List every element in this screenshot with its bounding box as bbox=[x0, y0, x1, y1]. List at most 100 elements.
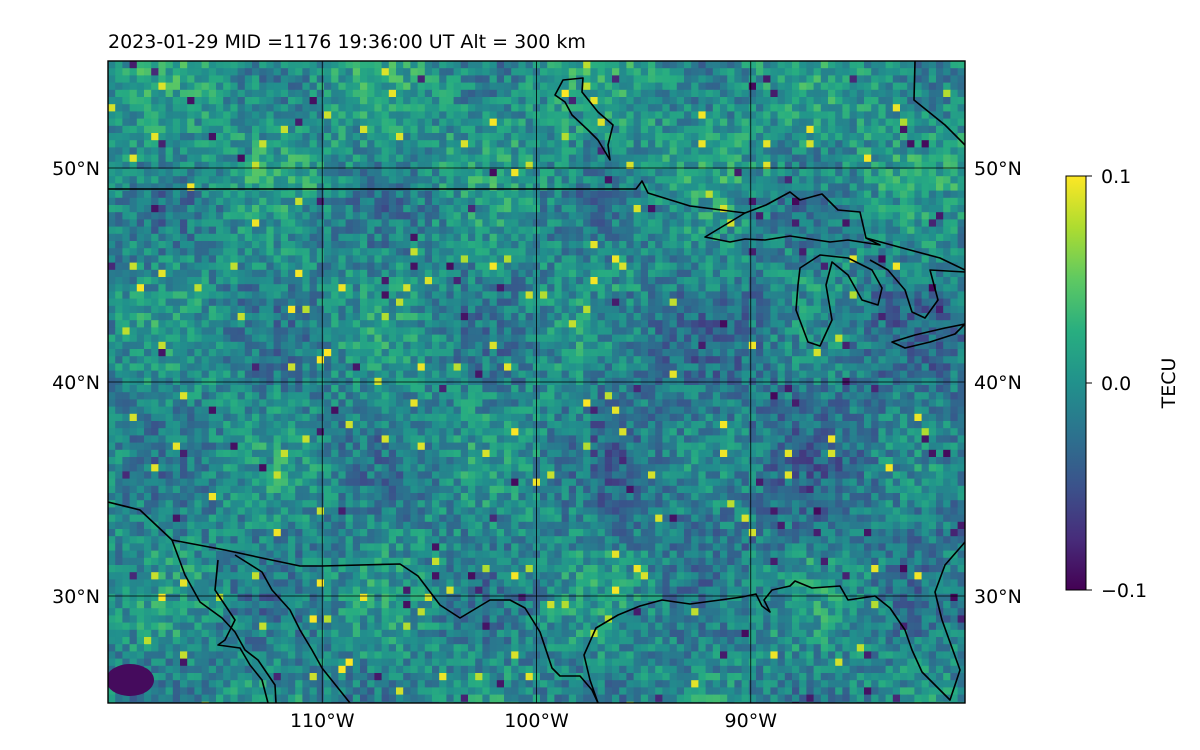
tec-cell bbox=[280, 169, 289, 177]
tec-cell bbox=[950, 248, 959, 256]
tec-cell bbox=[316, 356, 325, 364]
tec-cell bbox=[612, 205, 620, 213]
tec-cell bbox=[964, 305, 965, 314]
tec-cell bbox=[576, 298, 584, 307]
tec-cell bbox=[813, 61, 822, 69]
tec-cell bbox=[180, 97, 188, 105]
tec-cell bbox=[108, 284, 116, 292]
tec-cell bbox=[748, 205, 757, 213]
tec-cell bbox=[835, 320, 843, 328]
tec-cell bbox=[244, 161, 253, 170]
tec-cell bbox=[180, 61, 188, 69]
tec-cell bbox=[684, 269, 692, 278]
tec-cell bbox=[633, 255, 642, 264]
tec-cell bbox=[237, 327, 246, 336]
tec-cell bbox=[835, 190, 843, 199]
tec-cell bbox=[892, 176, 901, 184]
tec-cell bbox=[259, 327, 267, 336]
tec-cell bbox=[331, 277, 339, 285]
tec-cell bbox=[417, 97, 426, 105]
tec-cell bbox=[799, 176, 807, 184]
tec-cell bbox=[648, 205, 656, 213]
tec-cell bbox=[266, 219, 275, 228]
tec-cell bbox=[777, 298, 786, 307]
tec-cell bbox=[252, 291, 260, 300]
tec-cell bbox=[712, 118, 721, 127]
tec-cell bbox=[302, 334, 311, 343]
tec-cell bbox=[871, 205, 879, 213]
tec-cell bbox=[633, 75, 642, 84]
tec-cell bbox=[237, 320, 246, 328]
tec-cell bbox=[763, 334, 771, 343]
tec-cell bbox=[151, 161, 159, 170]
tec-cell bbox=[518, 349, 527, 357]
tec-cell bbox=[201, 190, 210, 199]
tec-cell bbox=[864, 169, 872, 177]
tec-cell bbox=[698, 241, 707, 249]
tec-cell bbox=[180, 190, 188, 199]
tec-cell bbox=[943, 334, 951, 343]
tec-cell bbox=[273, 349, 282, 357]
tec-cell bbox=[583, 140, 591, 148]
tec-cell bbox=[856, 183, 865, 192]
tec-cell bbox=[396, 176, 404, 184]
tec-cell bbox=[252, 197, 260, 206]
tec-cell bbox=[424, 190, 433, 199]
tec-cell bbox=[439, 277, 447, 285]
tec-cell bbox=[928, 176, 937, 184]
tec-cell bbox=[540, 205, 548, 213]
tec-cell bbox=[180, 291, 188, 300]
tec-cell bbox=[928, 305, 937, 314]
tec-cell bbox=[374, 205, 383, 213]
tec-cell bbox=[165, 154, 174, 163]
tec-cell bbox=[792, 233, 800, 242]
tec-cell bbox=[907, 140, 915, 148]
tec-cell bbox=[626, 255, 635, 264]
tec-cell bbox=[900, 125, 908, 134]
tec-cell bbox=[518, 154, 527, 163]
tec-cell bbox=[885, 183, 894, 192]
tec-cell bbox=[612, 190, 620, 199]
tec-cell bbox=[194, 248, 203, 256]
tec-cell bbox=[828, 68, 836, 76]
tec-cell bbox=[525, 169, 534, 177]
tec-cell bbox=[439, 320, 447, 328]
tec-cell bbox=[266, 89, 275, 98]
tec-cell bbox=[842, 197, 851, 206]
tec-cell bbox=[820, 104, 829, 112]
tec-cell bbox=[784, 161, 793, 170]
tec-cell bbox=[511, 133, 519, 141]
tec-cell bbox=[115, 97, 123, 105]
tec-cell bbox=[388, 147, 397, 156]
tec-cell bbox=[244, 313, 253, 321]
tec-cell bbox=[828, 212, 836, 220]
tec-cell bbox=[223, 255, 231, 264]
tec-cell bbox=[604, 176, 613, 184]
tec-cell bbox=[540, 219, 548, 228]
tec-cell bbox=[770, 277, 779, 285]
tec-cell bbox=[849, 241, 858, 249]
tec-cell bbox=[237, 313, 246, 321]
tec-cell bbox=[806, 305, 815, 314]
tec-cell bbox=[540, 334, 548, 343]
tec-cell bbox=[504, 262, 512, 271]
tec-cell bbox=[806, 176, 815, 184]
tec-cell bbox=[439, 118, 447, 127]
tec-cell bbox=[482, 212, 491, 220]
tec-cell bbox=[957, 140, 965, 148]
tec-cell bbox=[626, 89, 635, 98]
tec-cell bbox=[316, 68, 325, 76]
tec-cell bbox=[194, 82, 203, 91]
tec-cell bbox=[712, 334, 721, 343]
tec-cell bbox=[864, 75, 872, 84]
tec-cell bbox=[921, 334, 930, 343]
tec-cell bbox=[734, 197, 743, 206]
tec-cell bbox=[151, 68, 159, 76]
tec-cell bbox=[619, 241, 627, 249]
tec-cell bbox=[813, 327, 822, 336]
tec-cell bbox=[280, 140, 289, 148]
tec-cell bbox=[230, 154, 239, 163]
tec-cell bbox=[813, 248, 822, 256]
tec-cell bbox=[914, 169, 923, 177]
tec-cell bbox=[417, 140, 426, 148]
